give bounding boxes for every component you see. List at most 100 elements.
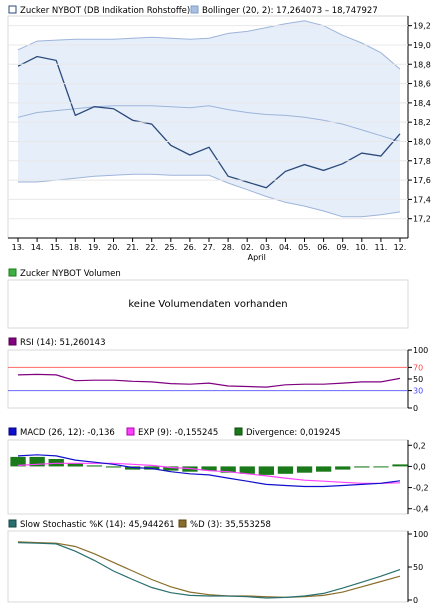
divergence-bar — [29, 456, 45, 467]
stochastic-plot-area — [7, 530, 409, 603]
volume-legend-label: Zucker NYBOT Volumen — [20, 269, 121, 279]
price-x-tick-label: 25. — [164, 243, 177, 252]
divergence-bar — [316, 466, 332, 472]
divergence-bar — [67, 463, 83, 467]
divergence-bar — [392, 464, 408, 467]
volume-panel: Zucker NYBOT Volumen keine Volumendaten … — [7, 268, 409, 329]
stoch-d-legend-swatch — [178, 519, 187, 528]
rsi-y-ticks: 100 70 50 30 0 — [408, 346, 428, 413]
price-legend-label: Zucker NYBOT (DB Indikation Rohstoffe) — [20, 6, 190, 16]
price-y-tick-label: 18,4 — [413, 99, 431, 108]
stochastic-panel: Slow Stochastic %K (14): 45,944261 %D (3… — [7, 519, 428, 605]
price-x-tick-label: 19. — [88, 243, 101, 252]
divergence-bar — [239, 466, 255, 474]
rsi-line — [17, 373, 401, 388]
divergence-bar — [258, 466, 274, 475]
price-x-tick-label: 27. — [203, 243, 216, 252]
volume-legend-swatch — [8, 268, 17, 277]
price-x-tick-label: 05. — [298, 243, 311, 252]
bollinger-legend-label: Bollinger (20, 2): 17,264073 – 18,747927 — [202, 6, 378, 16]
price-x-tick-label: 04. — [279, 243, 292, 252]
price-x-tick-label: 21. — [126, 243, 139, 252]
stochastic-y-tick-label: 0 — [413, 596, 418, 605]
bollinger-upper-line — [17, 20, 401, 70]
macd-y-ticks: 0,2 0,0 -0,2 -0,4 — [408, 441, 429, 514]
rsi-y-tick-label: 0 — [413, 404, 418, 413]
macd-legend-label: MACD (26, 12): -0,136 — [20, 428, 115, 438]
stochastic-y-tick-label: 100 — [413, 530, 428, 539]
stochastic-y-ticks: 100 50 0 — [408, 530, 428, 605]
price-x-tick-label: 14. — [31, 243, 44, 252]
price-x-tick-label: 11. — [375, 243, 388, 252]
price-y-tick-label: 18,0 — [413, 137, 431, 146]
price-x-tick-label: 28. — [222, 243, 235, 252]
rsi-y-tick-label: 70 — [413, 363, 423, 372]
rsi-y-tick-label: 50 — [413, 375, 423, 384]
stoch-d-line — [17, 541, 401, 599]
price-x-tick-label: 22. — [145, 243, 158, 252]
price-y-tick-label: 17,2 — [413, 215, 431, 224]
divergence-bar — [354, 466, 370, 468]
stochastic-y-tick-label: 50 — [413, 563, 423, 572]
price-x-tick-label: 03. — [260, 243, 273, 252]
volume-plot-area — [7, 279, 409, 329]
divergence-bar — [335, 466, 351, 470]
price-y-tick-label: 18,2 — [413, 118, 431, 127]
rsi-y-tick-label: 30 — [413, 387, 423, 396]
price-x-tick-label: 15. — [50, 243, 63, 252]
macd-plot-area — [7, 439, 409, 515]
divergence-legend-label: Divergence: 0,019245 — [246, 428, 341, 438]
divergence-legend-swatch — [234, 427, 243, 436]
month-label: April — [248, 253, 266, 262]
price-y-tick-label: 17,8 — [413, 157, 431, 166]
price-x-tick-label: 02. — [241, 243, 254, 252]
price-x-tick-label: 12. — [394, 243, 407, 252]
price-x-ticks: 13. 14. 15. 18. 19. 20. 21. 22. 25. 26. 27. 28. 02. 0… — [12, 238, 407, 252]
bollinger-lower-line — [18, 173, 401, 218]
exp-legend-label: EXP (9): -0,155245 — [138, 428, 218, 438]
macd-y-tick-label: -0,2 — [413, 484, 429, 493]
price-x-tick-label: 09. — [336, 243, 349, 252]
rsi-legend-swatch — [8, 337, 17, 346]
price-y-tick-label: 19,0 — [413, 41, 431, 50]
price-y-tick-label: 18,6 — [413, 80, 431, 89]
price-x-tick-label: 26. — [184, 243, 197, 252]
price-y-tick-label: 18,8 — [413, 60, 431, 69]
price-legend-bar — [6, 3, 410, 15]
divergence-bar — [220, 466, 236, 473]
exp-signal-line — [17, 462, 401, 484]
bollinger-band-fill — [18, 20, 400, 217]
stoch-k-legend-swatch — [8, 519, 17, 528]
price-x-tick-label: 18. — [69, 243, 82, 252]
price-legend-swatch — [8, 5, 17, 14]
divergence-bar — [163, 466, 179, 471]
stoch-k-legend-label: Slow Stochastic %K (14): 45,944261 — [20, 520, 175, 530]
price-line — [17, 55, 401, 189]
bollinger-legend-swatch — [190, 5, 199, 14]
divergence-bar — [86, 465, 103, 467]
price-y-tick-label: 19,2 — [413, 22, 431, 31]
price-x-tick-label: 10. — [355, 243, 368, 252]
rsi-panel: RSI (14): 51,260143 100 70 50 30 0 — [7, 337, 428, 413]
price-x-tick-label: 13. — [12, 243, 25, 252]
price-panel: Zucker NYBOT (DB Indikation Rohstoffe) B… — [6, 3, 431, 262]
no-volume-message: keine Volumendaten vorhanden — [128, 299, 287, 310]
macd-y-tick-label: -0,4 — [413, 505, 429, 514]
price-y-ticks: 17,2 17,4 17,6 17,8 18,0 18,2 18,4 18,6 18,8 19,0… — [8, 22, 431, 224]
price-x-tick-label: 06. — [317, 243, 330, 252]
macd-y-tick-label: 0,0 — [413, 462, 426, 471]
divergence-bar — [277, 466, 294, 474]
divergence-bar — [373, 466, 389, 468]
price-y-tick-label: 17,6 — [413, 176, 431, 185]
bollinger-middle-line — [17, 105, 401, 142]
divergence-bar — [105, 466, 122, 468]
divergence-bar — [296, 466, 313, 473]
divergence-bar — [201, 466, 217, 471]
macd-line — [17, 454, 401, 488]
macd-y-tick-label: 0,2 — [413, 441, 426, 450]
exp-legend-swatch — [126, 427, 135, 436]
price-x-tick-label: 20. — [107, 243, 120, 252]
rsi-y-tick-label: 100 — [413, 346, 428, 355]
rsi-legend-label: RSI (14): 51,260143 — [20, 338, 106, 348]
